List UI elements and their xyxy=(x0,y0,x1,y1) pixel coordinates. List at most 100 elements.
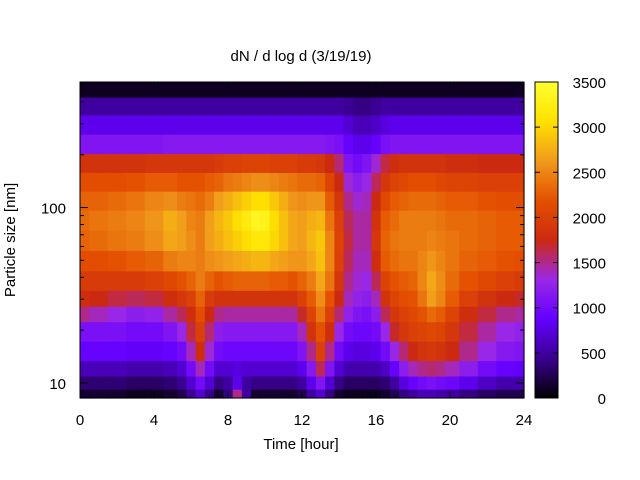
heatmap-cell xyxy=(232,134,243,155)
heatmap-cell xyxy=(445,321,460,342)
heatmap-cell xyxy=(426,230,437,251)
heatmap-cell xyxy=(343,341,354,362)
heatmap-cell xyxy=(232,153,243,173)
heatmap-cell xyxy=(288,321,298,342)
heatmap-cell xyxy=(362,82,372,98)
heatmap-cell xyxy=(477,321,497,342)
heatmap-cell xyxy=(477,82,497,98)
heatmap-cell xyxy=(352,375,363,390)
heatmap-cell xyxy=(514,389,525,399)
heatmap-cell xyxy=(426,389,437,399)
heatmap-cell xyxy=(89,341,109,362)
heatmap-cell xyxy=(389,134,400,155)
heatmap-cell xyxy=(352,270,363,291)
heatmap-cell xyxy=(278,134,289,155)
heatmap-cell xyxy=(408,153,419,173)
heatmap-cell xyxy=(514,230,525,251)
heatmap-cell xyxy=(459,153,479,173)
heatmap-cell xyxy=(269,290,280,307)
heatmap-cell xyxy=(195,153,206,173)
heatmap-cell xyxy=(89,191,109,211)
heatmap-cell xyxy=(362,114,372,135)
heatmap-cell xyxy=(514,134,525,155)
heatmap-cell xyxy=(186,321,197,342)
heatmap-cell xyxy=(496,210,516,231)
heatmap-cell xyxy=(334,360,345,377)
heatmap-cell xyxy=(177,96,187,116)
heatmap-cell xyxy=(241,210,252,231)
heatmap-cell xyxy=(399,360,409,377)
heatmap-cell xyxy=(306,341,317,362)
heatmap-cell xyxy=(343,306,354,323)
heatmap-cell xyxy=(408,82,419,98)
heatmap-cell xyxy=(186,360,197,377)
heatmap-cell xyxy=(389,389,400,399)
heatmap-cell xyxy=(343,114,354,135)
heatmap-cell xyxy=(80,153,90,173)
heatmap-cell xyxy=(514,153,525,173)
heatmap-cell xyxy=(399,341,409,362)
heatmap-cell xyxy=(177,134,187,155)
heatmap-cell xyxy=(195,134,206,155)
heatmap-cell xyxy=(269,96,280,116)
heatmap-cell xyxy=(126,321,146,342)
heatmap-cell xyxy=(306,114,317,135)
heatmap-cell xyxy=(380,321,391,342)
heatmap-cell xyxy=(477,290,497,307)
heatmap-cell xyxy=(399,230,409,251)
heatmap-cell xyxy=(223,210,234,231)
heatmap-cell xyxy=(195,306,206,323)
heatmap-cell xyxy=(80,82,90,98)
heatmap-cell xyxy=(496,270,516,291)
heatmap-cell xyxy=(306,191,317,211)
heatmap-cell xyxy=(288,172,298,192)
heatmap-cell xyxy=(315,270,326,291)
heatmap-cell xyxy=(223,134,234,155)
heatmap-cell xyxy=(278,114,289,135)
heatmap-cell xyxy=(251,114,261,135)
heatmap-cell xyxy=(144,321,164,342)
heatmap-cell xyxy=(177,230,187,251)
heatmap-cell xyxy=(186,153,197,173)
heatmap-cell xyxy=(459,134,479,155)
heatmap-cell xyxy=(163,114,178,135)
heatmap-cell xyxy=(380,210,391,231)
heatmap-cell xyxy=(445,114,460,135)
heatmap-cell xyxy=(426,290,437,307)
heatmap-cell xyxy=(195,82,206,98)
heatmap-cell xyxy=(380,114,391,135)
heatmap-cell xyxy=(126,210,146,231)
heatmap-cell xyxy=(107,360,127,377)
heatmap-cell xyxy=(251,375,261,390)
heatmap-cell xyxy=(260,290,271,307)
heatmap-cell xyxy=(126,96,146,116)
heatmap-cell xyxy=(334,172,345,192)
colorbar-tick-label: 500 xyxy=(581,346,606,363)
heatmap-cell xyxy=(144,375,164,390)
heatmap-cell xyxy=(177,306,187,323)
heatmap-cell xyxy=(399,96,409,116)
heatmap-cell xyxy=(426,250,437,272)
heatmap-cell xyxy=(232,191,243,211)
heatmap-cell xyxy=(445,341,460,362)
heatmap-cell xyxy=(214,306,224,323)
heatmap-cell xyxy=(315,321,326,342)
heatmap-cell xyxy=(436,270,446,291)
heatmap-cell xyxy=(223,153,234,173)
heatmap-cell xyxy=(204,290,215,307)
heatmap-cell xyxy=(223,341,234,362)
heatmap-cell xyxy=(371,82,382,98)
heatmap-cell xyxy=(408,191,419,211)
heatmap-cell xyxy=(251,172,261,192)
heatmap-cell xyxy=(459,389,479,399)
heatmap-cell xyxy=(380,230,391,251)
heatmap-cell xyxy=(306,389,317,399)
heatmap-cell xyxy=(362,230,372,251)
heatmap-cell xyxy=(107,210,127,231)
heatmap-cell xyxy=(380,341,391,362)
heatmap-cell xyxy=(408,389,419,399)
heatmap-cell xyxy=(204,360,215,377)
heatmap-cell xyxy=(389,82,400,98)
heatmap-cell xyxy=(288,306,298,323)
heatmap-cell xyxy=(89,96,109,116)
